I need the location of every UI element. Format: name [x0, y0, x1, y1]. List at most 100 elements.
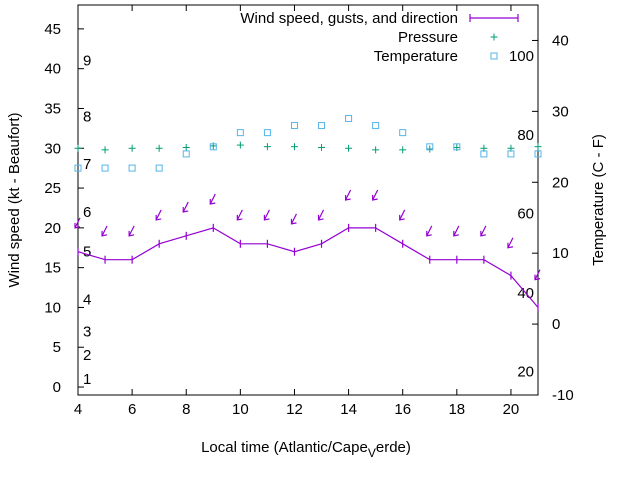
beaufort-label: 6 — [83, 204, 91, 221]
wind-direction-arrow — [236, 209, 243, 221]
temperature-point — [182, 150, 190, 158]
arrow-head — [372, 195, 378, 201]
pressure-point — [236, 141, 244, 149]
arrow-head — [236, 214, 243, 221]
temperature-point — [399, 129, 407, 137]
arrow-shaft — [182, 201, 189, 213]
y-tick-label: 5 — [53, 339, 61, 356]
beaufort-label: 5 — [83, 244, 91, 261]
temperature-point — [236, 129, 244, 137]
temperature-point — [480, 150, 488, 158]
arrow-shaft — [236, 209, 243, 221]
wind-direction-arrow — [263, 209, 270, 221]
wind-direction-arrow — [507, 237, 514, 249]
beaufort-label: 9 — [83, 53, 91, 70]
pressure-point — [101, 146, 109, 154]
fahrenheit-label: 80 — [517, 127, 534, 144]
pressure-point — [318, 143, 326, 151]
arrow-shaft — [534, 269, 541, 280]
arrow-shaft — [155, 209, 162, 221]
legend-label-temperature: Temperature — [374, 48, 458, 65]
beaufort-label: 1 — [83, 371, 91, 388]
arrow-shaft — [263, 209, 270, 221]
pressure-point — [426, 145, 434, 153]
temperature-point — [209, 143, 217, 151]
pressure-point — [399, 146, 407, 154]
arrow-head — [209, 199, 216, 205]
temperature-point — [426, 143, 434, 151]
wind-speed-line — [77, 227, 539, 308]
x-tick-label: 4 — [74, 401, 82, 418]
beaufort-label: 7 — [83, 156, 91, 173]
wind-direction-arrow — [399, 209, 406, 221]
arrow-shaft — [480, 225, 487, 237]
arrow-head — [155, 214, 162, 221]
x-axis-title-tail: erde) — [376, 439, 411, 456]
arrow-shaft — [290, 213, 298, 225]
fahrenheit-label: 60 — [517, 205, 534, 222]
pressure-point — [290, 143, 298, 151]
temperature-point — [453, 143, 461, 151]
pressure-point — [155, 144, 163, 152]
arrow-shaft — [101, 225, 108, 237]
x-tick-label: 8 — [182, 401, 190, 418]
arrow-shaft — [426, 225, 433, 237]
y-axis-title: Wind speed (kt - Beaufort) — [6, 112, 23, 287]
x-tick-label: 18 — [448, 401, 465, 418]
wind-direction-arrow — [317, 209, 325, 221]
legend-sample-pressure — [490, 33, 498, 41]
arrow-shaft — [317, 209, 325, 221]
temperature-point — [263, 129, 271, 137]
wind-direction-arrow — [290, 213, 298, 225]
y2-tick-label: 40 — [552, 32, 569, 49]
temperature-point — [345, 114, 353, 122]
y-tick-label: 15 — [44, 260, 61, 277]
y-tick-label: 35 — [44, 100, 61, 117]
x-axis-title: Local time (Atlantic/CapeVerde) — [201, 439, 411, 460]
arrow-head — [507, 242, 514, 249]
arrow-head — [128, 230, 135, 237]
arrow-head — [182, 206, 189, 213]
pressure-point — [372, 146, 380, 154]
wind-direction-arrow — [426, 225, 433, 237]
fahrenheit-label: 100 — [509, 48, 534, 65]
wind-direction-arrow — [128, 225, 135, 237]
y-tick-label: 20 — [44, 220, 61, 237]
data-layer — [74, 114, 542, 312]
y-tick-label: 25 — [44, 180, 61, 197]
x-tick-label: 6 — [128, 401, 136, 418]
temperature-point — [101, 164, 109, 172]
wind-direction-arrow — [182, 201, 189, 213]
y2-tick-label: 30 — [552, 103, 569, 120]
wind-direction-arrow — [209, 193, 216, 205]
wind-direction-arrow — [453, 225, 460, 237]
y-tick-label: 0 — [53, 379, 61, 396]
arrow-shaft — [453, 225, 460, 237]
temperature-point — [128, 164, 136, 172]
arrow-head — [453, 230, 459, 237]
beaufort-label: 8 — [83, 108, 91, 125]
temperature-point — [155, 164, 163, 172]
temperature-point — [290, 122, 298, 130]
y2-tick-label: -10 — [552, 387, 574, 404]
wind-direction-arrow — [74, 217, 81, 229]
temperature-point — [318, 122, 326, 130]
fahrenheit-label: 20 — [517, 364, 534, 381]
pressure-point — [128, 144, 136, 152]
wind-direction-arrow — [534, 269, 541, 281]
legend: Wind speed, gusts, and direction Pressure… — [240, 10, 519, 65]
arrow-head — [317, 214, 324, 221]
arrow-head — [290, 218, 297, 225]
legend-label-pressure: Pressure — [398, 29, 458, 46]
pressure-point — [263, 143, 271, 151]
temperature-point — [534, 150, 542, 158]
arrow-head — [534, 274, 541, 281]
arrow-shaft — [372, 189, 379, 201]
arrow-shaft — [507, 237, 514, 249]
pressure-point — [345, 144, 353, 152]
legend-label-wind: Wind speed, gusts, and direction — [240, 10, 458, 27]
arrow-shaft — [128, 225, 135, 237]
temperature-point — [507, 150, 515, 158]
wind-direction-arrow — [372, 189, 379, 201]
